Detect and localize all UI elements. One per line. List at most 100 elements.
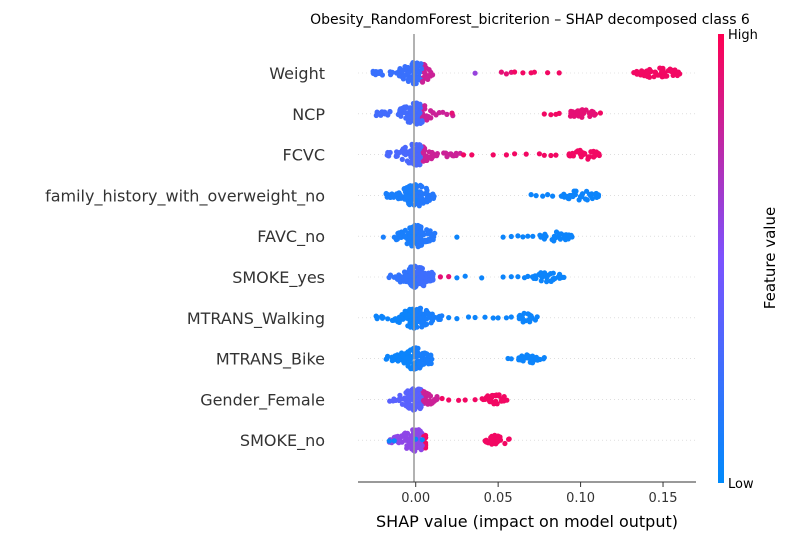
shap-point (415, 225, 421, 231)
shap-point (382, 109, 388, 115)
shap-point (425, 230, 432, 236)
shap-point (500, 274, 506, 280)
shap-point (530, 274, 536, 280)
feature-label: FCVC (283, 146, 326, 165)
shap-point (420, 158, 426, 164)
shap-point (394, 276, 400, 282)
x-axis-label: SHAP value (impact on model output) (376, 512, 678, 531)
shap-point (670, 72, 676, 78)
shap-point (548, 112, 554, 118)
shap-point (542, 270, 548, 276)
shap-point (429, 191, 435, 197)
shap-point (444, 154, 450, 160)
shap-point (498, 69, 504, 75)
shap-point (503, 152, 509, 158)
shap-point (421, 361, 427, 367)
shap-point (508, 356, 514, 362)
shap-point (405, 404, 411, 410)
shap-point (389, 69, 395, 75)
shap-point (516, 355, 522, 361)
shap-point (422, 103, 428, 109)
shap-point (511, 69, 518, 75)
shap-point (410, 264, 416, 270)
shap-point (558, 193, 565, 199)
shap-point (573, 188, 579, 194)
shap-point (553, 229, 560, 235)
shap-point (422, 70, 428, 76)
shap-point (379, 72, 385, 78)
shap-point (417, 386, 423, 392)
feature-label: family_history_with_overweight_no (45, 186, 325, 206)
shap-point (373, 112, 379, 119)
shap-point (420, 149, 426, 155)
shap-point (500, 234, 506, 240)
shap-point (550, 270, 556, 276)
shap-point (520, 319, 526, 325)
shap-point (545, 192, 551, 198)
shap-point (553, 235, 559, 241)
shap-point (595, 150, 601, 156)
shap-point (485, 393, 491, 399)
shap-point (462, 397, 468, 403)
shap-point (414, 235, 421, 241)
shap-point (385, 353, 391, 359)
shap-point (530, 233, 536, 239)
shap-point (399, 74, 405, 80)
shap-point (556, 70, 562, 76)
shap-point (404, 194, 411, 200)
shap-point (416, 70, 423, 76)
shap-point (511, 151, 518, 157)
shap-point (414, 142, 420, 148)
shap-point (404, 158, 410, 164)
shap-point (538, 278, 544, 284)
shap-point (408, 110, 414, 116)
shap-point (430, 274, 436, 280)
shap-point (399, 433, 405, 440)
shap-point (436, 316, 442, 322)
shap-point (449, 110, 455, 116)
shap-point (414, 429, 420, 436)
shap-point (400, 149, 406, 155)
shap-point (398, 396, 404, 402)
shap-point (417, 154, 423, 160)
shap-point (550, 193, 556, 199)
feature-label: Gender_Female (200, 390, 325, 410)
shap-point (394, 236, 400, 242)
shap-point (401, 360, 407, 366)
chart-title: Obesity_RandomForest_bicriterion – SHAP … (310, 12, 750, 28)
shap-point (397, 107, 403, 114)
shap-point (677, 71, 683, 77)
shap-point (418, 447, 424, 453)
shap-point (385, 316, 391, 322)
shap-point (404, 241, 410, 247)
shap-point (658, 65, 664, 71)
shap-point (390, 357, 396, 363)
shap-point (404, 185, 410, 191)
x-tick-label: 0.10 (566, 491, 595, 506)
shap-point (472, 397, 478, 403)
shap-point (462, 273, 468, 279)
shap-point (488, 435, 494, 441)
shap-point (429, 318, 436, 324)
shap-point (479, 396, 485, 402)
shap-point (426, 67, 432, 73)
shap-point (548, 152, 554, 159)
shap-point (399, 350, 405, 356)
shap-point (426, 270, 432, 276)
shap-point (495, 315, 501, 321)
shap-point (578, 154, 584, 160)
shap-point (410, 60, 416, 66)
shap-point (508, 233, 514, 240)
shap-point (472, 314, 478, 321)
shap-point (406, 151, 413, 157)
shap-point (508, 314, 514, 320)
shap-point (419, 275, 425, 281)
shap-point (525, 233, 531, 239)
feature-label: SMOKE_yes (232, 268, 325, 288)
shap-point (454, 234, 460, 240)
shap-point (533, 193, 539, 199)
shap-point (417, 182, 423, 188)
shap-point (426, 154, 432, 161)
shap-point (552, 275, 558, 282)
shap-point (508, 274, 514, 280)
